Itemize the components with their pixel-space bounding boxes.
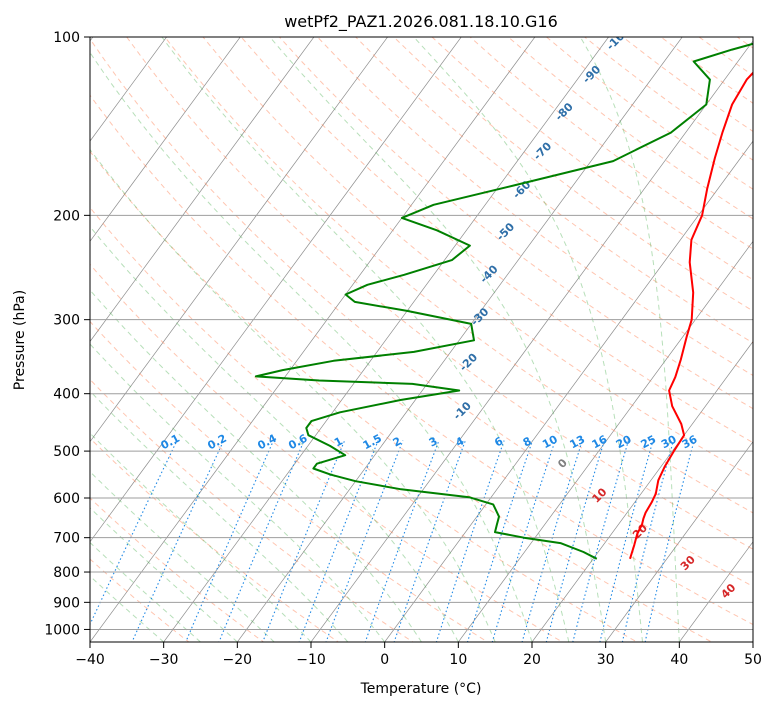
mixing-ratio-line	[491, 440, 556, 642]
y-tick-label: 100	[53, 30, 80, 46]
y-tick-label: 1000	[44, 622, 80, 638]
isotherm-line	[384, 140, 753, 642]
moist-adiabat-line	[413, 37, 643, 642]
isotherm-line	[90, 37, 462, 543]
moist-adiabat-line	[90, 289, 422, 642]
dry-adiabat-line	[90, 206, 639, 642]
mixing-ratio-line	[131, 440, 225, 642]
x-tick-label: 10	[449, 652, 467, 668]
isotherm-line	[90, 37, 241, 242]
mixing-ratio-line	[599, 440, 654, 642]
mixing-ratio-line	[521, 440, 583, 642]
x-tick-label: 50	[744, 652, 762, 668]
mixing-ratio-line	[218, 440, 305, 642]
dry-adiabat-line	[278, 37, 753, 410]
y-tick-label: 300	[53, 313, 80, 329]
x-tick-label: −20	[223, 652, 253, 668]
dry-adiabat-line	[126, 37, 753, 550]
y-axis: 100 200 300 400 500 600 700 800 900 1000	[44, 30, 90, 638]
isotherm-line	[678, 541, 753, 642]
mixing-ratio-label: 20	[614, 433, 634, 452]
y-tick-label: 600	[53, 491, 80, 507]
moist-adiabat-line	[90, 225, 459, 642]
dry-adiabat-line	[90, 94, 753, 626]
pressure-grid	[90, 37, 753, 630]
dry-adiabat-line	[90, 437, 340, 642]
mixing-ratio-line	[572, 440, 629, 642]
y-tick-label: 200	[53, 208, 80, 224]
dry-adiabat-line	[164, 37, 753, 514]
moist-adiabat-line	[90, 390, 349, 642]
x-tick-label: 20	[523, 652, 541, 668]
moist-adiabat-line	[161, 37, 570, 642]
isotherm-line	[90, 37, 168, 142]
isotherm-line	[457, 240, 753, 642]
mixing-ratio-line	[466, 440, 534, 642]
temperature-profile-line	[629, 71, 753, 560]
x-tick-label: −10	[296, 652, 326, 668]
x-axis-title: Temperature (°C)	[360, 681, 482, 697]
mixing-ratio-label: 10	[540, 433, 560, 452]
mixing-ratio-line	[621, 440, 674, 642]
y-tick-label: 800	[53, 565, 80, 581]
isotherm-line	[605, 441, 753, 642]
isotherm-line	[90, 37, 536, 642]
isotherm-line	[90, 37, 389, 443]
plot-frame	[89, 36, 754, 643]
y-axis-title: Pressure (hPa)	[12, 290, 28, 390]
moist-adiabat-line	[90, 432, 312, 642]
moist-adiabat-line	[90, 507, 238, 642]
moist-adiabat-line	[579, 37, 680, 642]
x-tick-label: 30	[597, 652, 615, 668]
moist-adiabat-line	[269, 37, 607, 642]
dry-adiabat-line	[202, 37, 753, 478]
y-tick-label: 700	[53, 531, 80, 547]
moist-adiabat-line	[90, 148, 496, 642]
y-tick-label: 500	[53, 444, 80, 460]
dry-adiabat-line	[355, 37, 753, 344]
isotherm-line	[531, 340, 753, 642]
x-tick-label: −30	[149, 652, 179, 668]
line-labels: 0.1 0.2 0.4 0.6 1 1.5 2 3 4 6 8 10 13 16 20 25 30 36-100-…	[159, 37, 739, 601]
chart-title: wetPf2_PAZ1.2026.081.18.10.G16	[284, 12, 558, 32]
mixing-ratio-label: 13	[568, 433, 588, 452]
mixing-ratio-line	[185, 440, 274, 642]
dry-adiabat-line	[90, 263, 564, 642]
x-tick-label: −40	[75, 652, 105, 668]
mixing-ratio-line	[545, 440, 605, 642]
dry-adiabat-line	[90, 150, 713, 642]
dewpoint-profile-line	[254, 42, 753, 560]
isotherm-line	[310, 40, 753, 642]
y-tick-label: 400	[53, 387, 80, 403]
mixing-ratio-line	[90, 440, 178, 626]
isotherm-line	[236, 37, 683, 642]
mixing-ratio-label: 36	[680, 433, 700, 452]
background-lines	[90, 37, 753, 642]
isotherm-line	[90, 37, 315, 343]
mixing-ratio-label: 16	[590, 433, 610, 452]
x-axis: −40 −30 −20 −10 0 10 20 30 40 50	[75, 642, 762, 668]
y-tick-label: 900	[53, 595, 80, 611]
sounding-series	[254, 42, 753, 560]
mixing-ratio-label: 30	[659, 433, 679, 452]
x-tick-label: 0	[380, 652, 389, 668]
x-tick-label: 40	[670, 652, 688, 668]
isotherm-line	[163, 37, 610, 642]
mixing-ratio-label: 25	[639, 433, 659, 452]
mixing-ratio-line	[393, 440, 466, 642]
